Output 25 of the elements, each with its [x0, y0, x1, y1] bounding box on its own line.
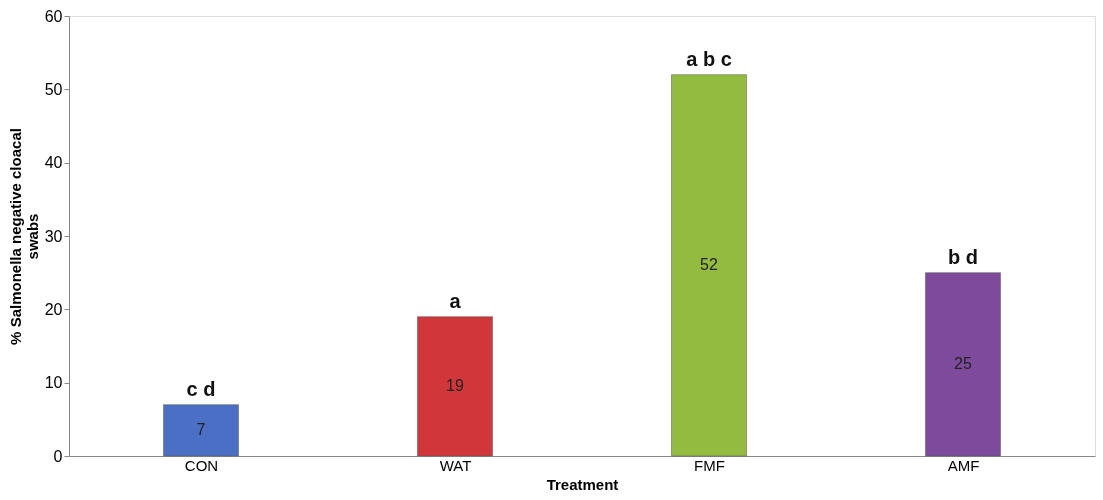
y-tick-label: 50 [44, 80, 63, 98]
x-axis-title: Treatment [546, 475, 619, 493]
y-axis-title: % Salmonella negative cloacal swabs [6, 128, 41, 345]
bar [417, 316, 493, 457]
bar [925, 272, 1001, 457]
y-tick-label: 0 [53, 447, 63, 465]
annotation: a b c [686, 47, 732, 70]
data-label: 19 [446, 377, 464, 395]
y-tick-label: 60 [44, 7, 63, 25]
x-tick-label: AMF [947, 456, 980, 474]
bar [163, 404, 239, 457]
y-tick-label: 30 [44, 227, 63, 245]
data-label: 25 [954, 355, 972, 373]
y-tick-label: 10 [44, 374, 63, 392]
y-tick-label: 20 [44, 300, 63, 318]
data-label: 52 [700, 256, 718, 274]
annotation: c d [186, 377, 216, 400]
x-tick-label: FMF [694, 456, 725, 474]
x-tick-label: WAT [439, 456, 472, 474]
annotation: a [449, 289, 462, 312]
annotation: b d [948, 245, 978, 268]
bar [671, 74, 747, 457]
y-tick-label: 40 [44, 154, 63, 172]
data-label: 7 [196, 421, 206, 439]
x-tick-label: CON [184, 456, 219, 474]
